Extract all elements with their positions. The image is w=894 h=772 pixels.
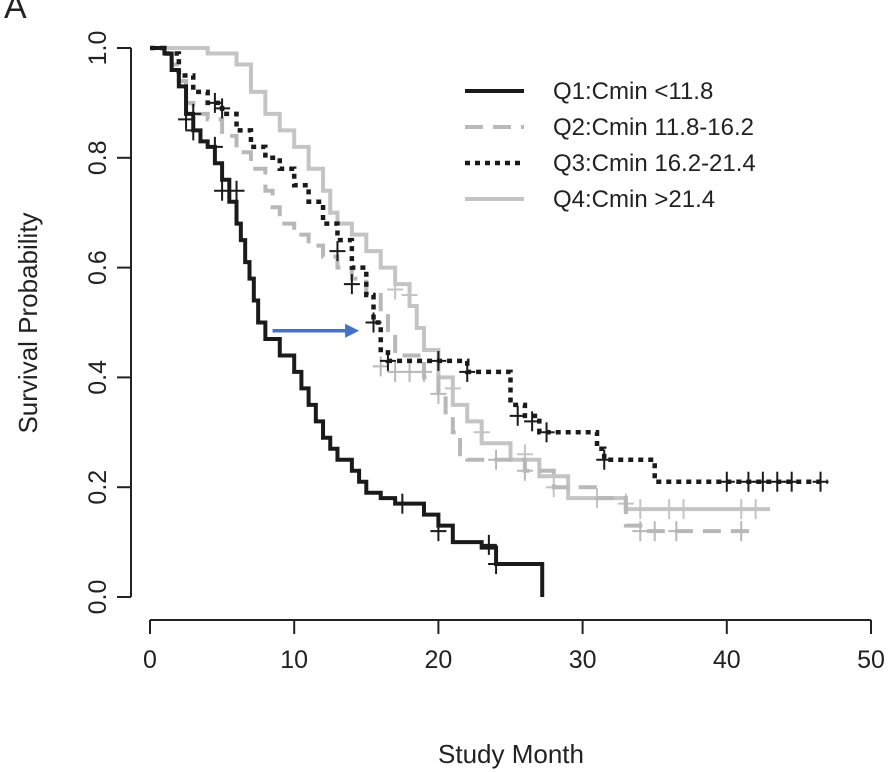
censor-mark [206,136,223,157]
censor-mark [769,471,786,492]
y-ticks: 0.0 0.2 0.4 0.6 0.8 1.0 [84,31,131,615]
censor-mark [372,356,389,377]
censor-mark [379,350,396,371]
censor-mark [740,471,757,492]
y-tick-label: 0.2 [84,470,112,505]
x-tick-label: 50 [857,646,885,674]
censor-mark [430,521,447,542]
censor-mark [733,521,750,542]
censor-mark [516,460,533,481]
censor-mark [444,378,461,399]
censor-mark [783,471,800,492]
censor-mark [214,98,231,119]
censor-mark [401,361,418,382]
legend-item-4: Q4:Cmin >21.4 [465,186,715,213]
y-axis: 0.0 0.2 0.4 0.6 0.8 1.0 Survival Probability [13,31,132,615]
censor-mark [646,521,663,542]
censor-mark [668,521,685,542]
legend-label: Q3:Cmin 16.2-21.4 [553,150,756,177]
censor-mark [178,109,195,130]
censor-mark [718,471,735,492]
censor-mark [661,499,678,520]
censor-mark [524,411,541,432]
legend-label: Q1:Cmin <11.8 [553,78,713,105]
censor-mark [185,120,202,141]
censor-mark [675,499,692,520]
y-tick-label: 0.4 [84,360,112,395]
x-axis: 0 10 20 30 40 50 Study Month [143,619,885,769]
censor-mark [206,92,223,113]
y-tick-label: 0.0 [84,580,112,615]
legend-label: Q2:Cmin 11.8-16.2 [553,114,754,141]
x-tick-label: 0 [143,646,157,674]
y-tick-label: 1.0 [84,31,112,66]
series-layer [150,45,829,597]
censor-mark [214,180,231,201]
censor-mark [747,499,764,520]
series-4-line [150,46,771,512]
annotation-layer [272,323,360,338]
censor-mark [488,449,505,470]
legend: Q1:Cmin <11.8 Q2:Cmin 11.8-16.2 Q3:Cmin 16… [465,78,756,213]
censor-mark [228,180,245,201]
censor-mark [754,471,771,492]
y-axis-title: Survival Probability [13,212,43,433]
x-tick-label: 30 [569,646,597,674]
censor-mark [632,499,649,520]
y-tick-label: 0.6 [84,250,112,285]
censor-mark [394,493,411,514]
panel-label: A [4,0,27,26]
legend-item-1: Q1:Cmin <11.8 [465,78,713,105]
censor-mark [509,405,526,426]
censor-mark [430,350,447,371]
y-tick-label: 0.8 [84,140,112,175]
censor-mark [632,521,649,542]
x-ticks: 0 10 20 30 40 50 [143,620,885,674]
legend-item-2: Q2:Cmin 11.8-16.2 [465,114,754,141]
censor-mark [401,285,418,306]
x-tick-label: 20 [424,646,452,674]
x-tick-label: 10 [280,646,308,674]
censor-mark [488,554,505,575]
censor-mark [387,279,404,300]
plot-area [150,45,829,597]
legend-label: Q4:Cmin >21.4 [553,186,715,213]
censor-mark [473,422,490,443]
legend-item-3: Q3:Cmin 16.2-21.4 [465,150,756,177]
censor-mark [430,383,447,404]
censor-mark [733,499,750,520]
annotation-arrow [272,323,360,338]
censor-mark [415,361,432,382]
x-axis-title: Study Month [438,739,584,769]
x-tick-label: 40 [713,646,741,674]
censor-mark [812,471,829,492]
series-1 [150,46,545,597]
censor-mark [329,241,346,262]
censor-mark [343,274,360,295]
censor-mark [480,534,497,555]
censor-mark [538,422,555,443]
censor-mark [596,449,613,470]
censor-mark [387,361,404,382]
censor-mark [459,361,476,382]
series-1-line [150,46,545,597]
censor-mark [365,312,382,333]
